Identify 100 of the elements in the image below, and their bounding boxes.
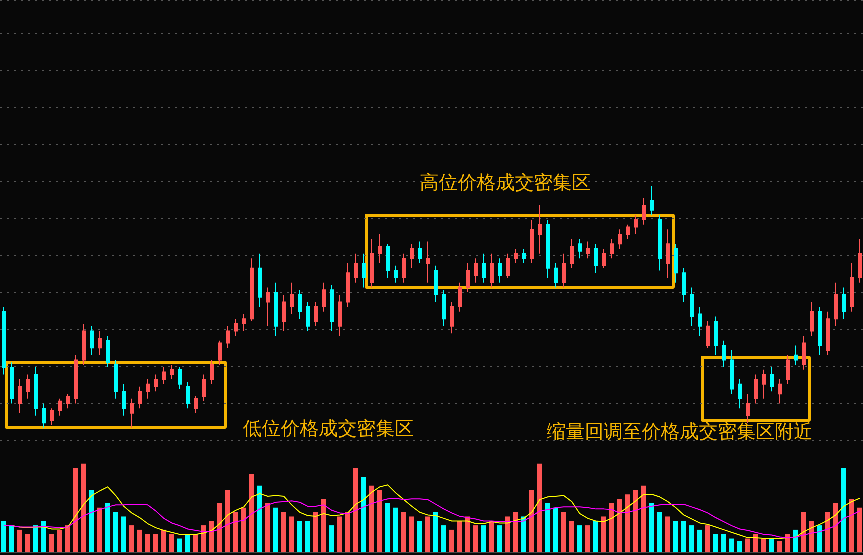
- bar: [858, 508, 862, 552]
- bar: [762, 538, 766, 552]
- candlestick: [242, 314, 246, 332]
- candlestick: [858, 238, 862, 284]
- candlestick: [674, 244, 678, 284]
- candlestick: [314, 302, 318, 327]
- candlestick: [82, 323, 86, 366]
- bar: [674, 521, 678, 552]
- bar: [722, 534, 726, 552]
- bar: [402, 512, 406, 552]
- candlestick: [18, 379, 22, 414]
- annotation: 缩量回调至价格成交密集区附近: [547, 420, 813, 445]
- candlestick: [306, 302, 310, 332]
- bar: [210, 521, 214, 552]
- candlestick: [394, 265, 398, 284]
- bar: [522, 516, 526, 552]
- candlestick: [498, 258, 502, 284]
- candlestick: [466, 263, 470, 294]
- candlestick: [530, 220, 534, 264]
- bar: [546, 504, 550, 552]
- candlestick: [722, 340, 726, 368]
- candlestick: [554, 263, 558, 288]
- candlestick: [258, 253, 262, 308]
- bar: [514, 512, 518, 552]
- candlestick: [362, 253, 366, 288]
- candlestick: [642, 198, 646, 226]
- bar: [266, 504, 270, 552]
- bar: [234, 512, 238, 552]
- bar: [690, 526, 694, 552]
- candlestick: [690, 287, 694, 327]
- bar: [138, 530, 142, 552]
- candlestick: [146, 379, 150, 400]
- bar: [578, 526, 582, 552]
- candlestick: [330, 284, 334, 332]
- bar: [330, 526, 334, 552]
- bar: [58, 530, 62, 552]
- bar: [242, 508, 246, 552]
- bar: [490, 521, 494, 552]
- bar: [426, 516, 430, 552]
- bar: [610, 504, 614, 552]
- candlestick: [650, 186, 654, 216]
- candlestick: [506, 253, 510, 279]
- candlestick: [130, 398, 134, 428]
- candlestick: [666, 229, 670, 279]
- candlestick: [634, 214, 638, 236]
- bar: [194, 534, 198, 552]
- bar: [442, 526, 446, 552]
- bar: [714, 534, 718, 552]
- candlestick: [10, 362, 14, 404]
- bar: [186, 534, 190, 552]
- candlestick: [458, 282, 462, 312]
- candlestick: [682, 268, 686, 303]
- bar: [626, 494, 630, 552]
- candlestick: [202, 374, 206, 402]
- bar: [538, 464, 542, 552]
- bar: [146, 534, 150, 552]
- bar: [18, 530, 22, 552]
- candlestick: [802, 336, 806, 370]
- candlestick: [826, 311, 830, 356]
- bar: [274, 508, 278, 552]
- bar: [42, 521, 46, 552]
- candlestick: [74, 354, 78, 404]
- bar: [226, 490, 230, 552]
- candlestick: [34, 366, 38, 416]
- candlestick: [370, 238, 374, 288]
- candlestick: [698, 306, 702, 337]
- bar: [666, 516, 670, 552]
- bar: [658, 512, 662, 552]
- bar: [474, 526, 478, 552]
- candlestick: [418, 241, 422, 264]
- candlestick: [290, 282, 294, 315]
- bar: [754, 534, 758, 552]
- candlestick: [778, 379, 782, 404]
- candlestick: [754, 374, 758, 404]
- bar: [338, 516, 342, 552]
- candlestick: [746, 394, 750, 424]
- candlestick: [842, 287, 846, 320]
- candlestick: [730, 350, 734, 395]
- candlestick: [114, 360, 118, 400]
- candlestick: [602, 248, 606, 269]
- candlestick: [178, 366, 182, 390]
- candlestick: [706, 321, 710, 349]
- bar: [506, 516, 510, 552]
- bar: [778, 541, 782, 552]
- bar: [322, 499, 326, 552]
- candlestick: [170, 364, 174, 380]
- bar: [50, 534, 54, 552]
- candlestick: [186, 381, 190, 410]
- bar: [466, 516, 470, 552]
- candlestick: [794, 345, 798, 366]
- annotation: 高位价格成交密集区: [420, 171, 591, 196]
- candlestick: [90, 326, 94, 356]
- bar: [650, 504, 654, 552]
- bar: [418, 521, 422, 552]
- candlestick: [194, 396, 198, 414]
- candlestick: [770, 366, 774, 392]
- bar: [258, 486, 262, 552]
- bar: [634, 490, 638, 552]
- candlestick: [762, 369, 766, 400]
- bar: [130, 526, 134, 552]
